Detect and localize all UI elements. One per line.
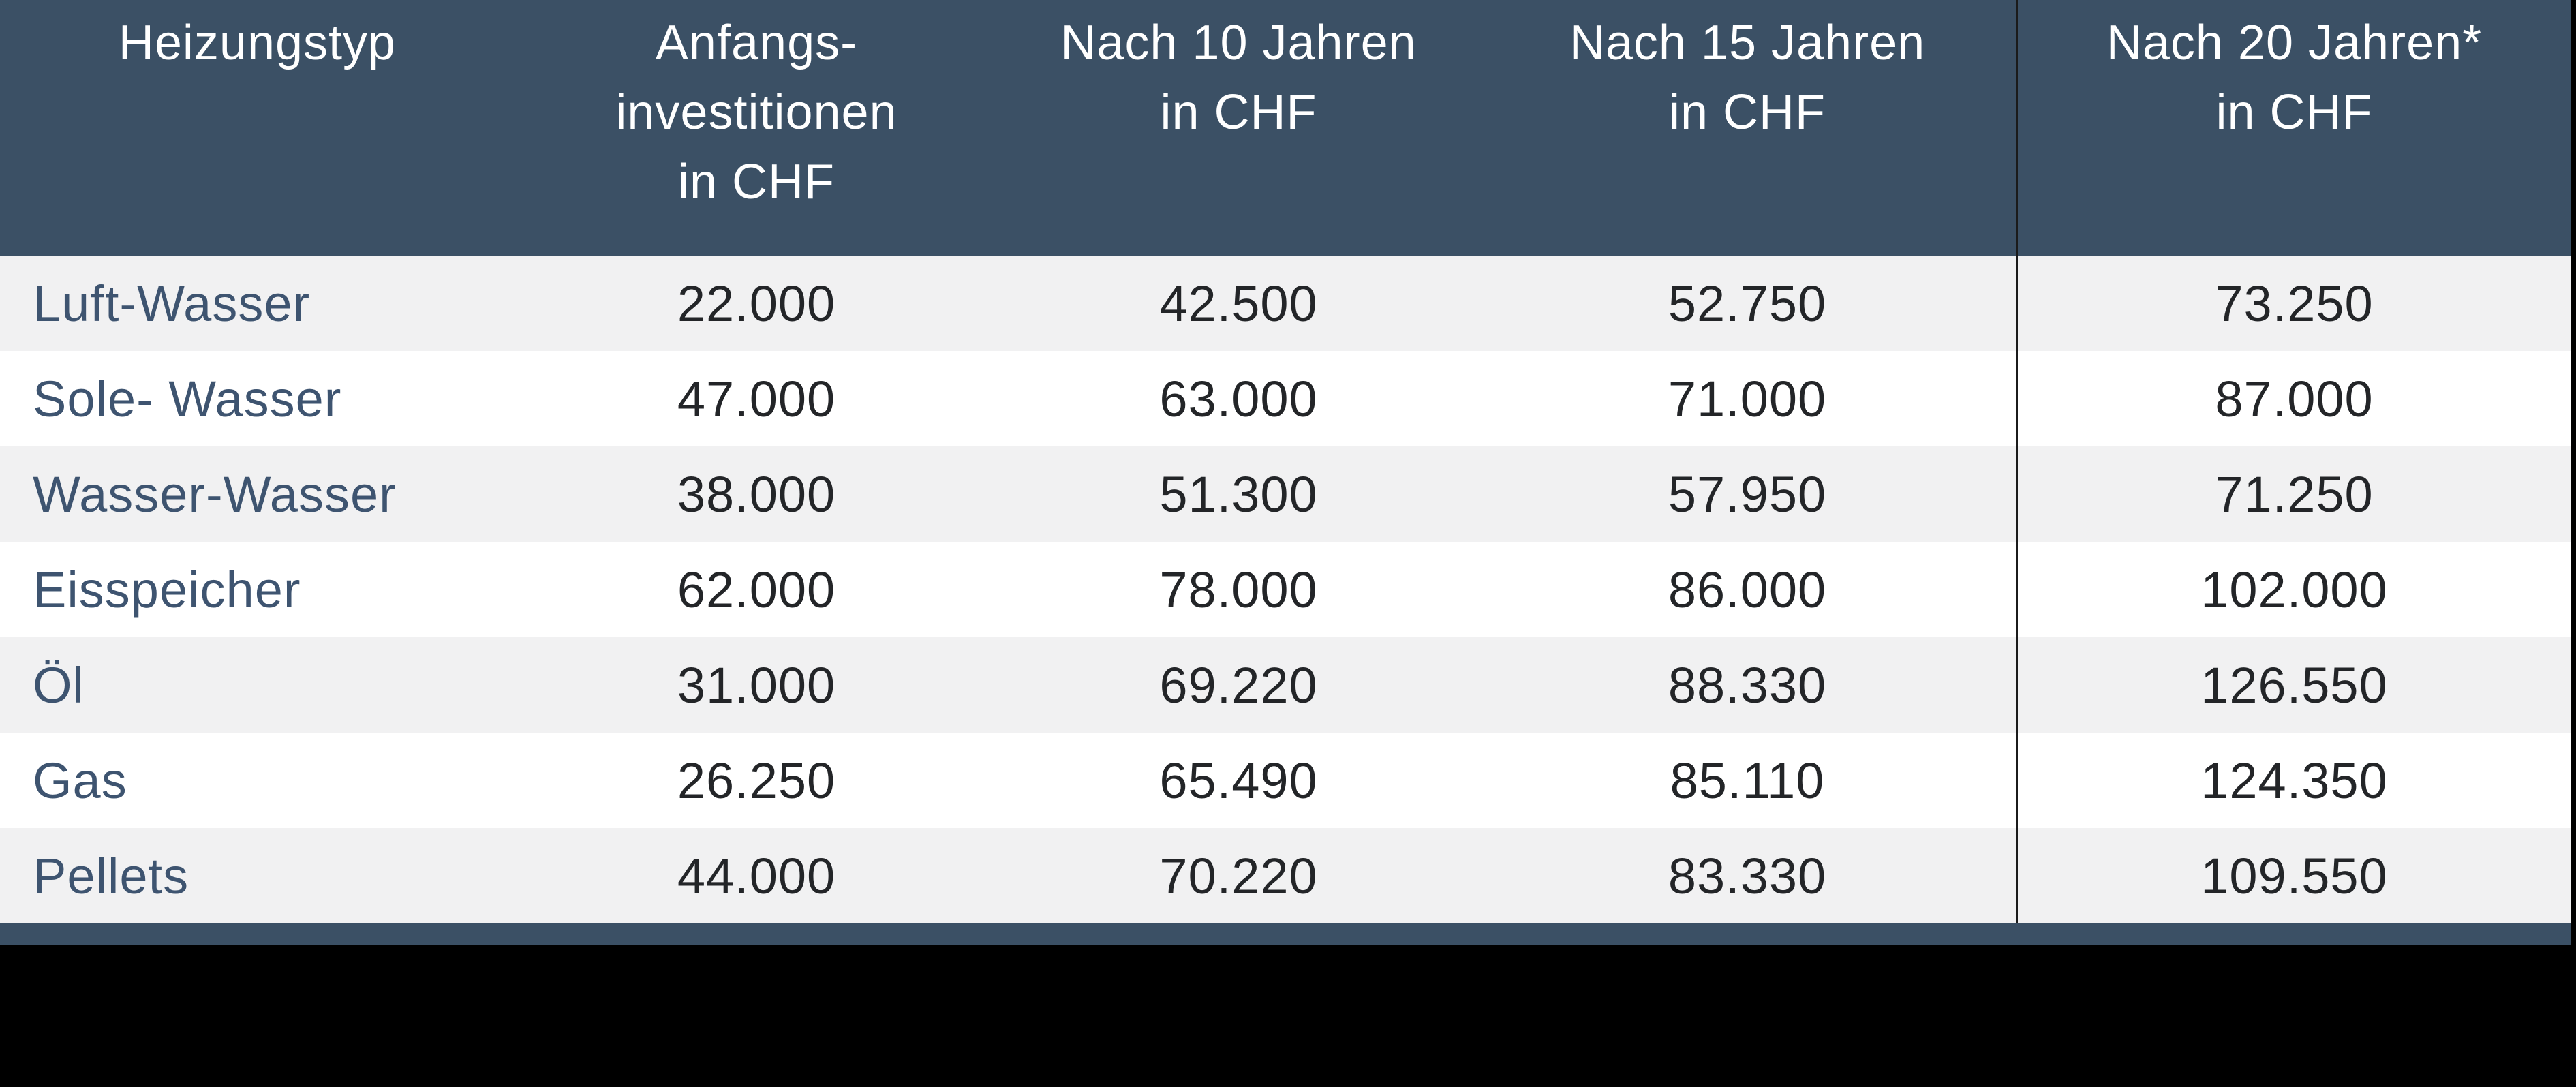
value-cell: 126.550 [2016,637,2571,733]
value-cell: 22.000 [677,275,836,332]
table-header-row: Heizungstyp Anfangs- investitionen in CH… [0,0,2571,256]
value-cell: 44.000 [677,847,836,904]
table-bottom-border [0,923,2571,945]
value-cell: 69.220 [1159,656,1318,714]
header-line: Nach 15 Jahren [1569,16,1926,70]
value-cell: 86.000 [1668,561,1827,618]
value-cell: 26.250 [677,752,836,809]
header-cell-nach-20-jahren: Nach 20 Jahren* in CHF [2016,0,2571,256]
row-label-cell: Öl [33,656,85,714]
header-line: in CHF [1160,85,1317,140]
header-line: in CHF [677,155,835,209]
table-row-luft-wasser: Luft-Wasser 22.000 42.500 52.750 73.250 [0,256,2571,351]
table-row-wasser-wasser: Wasser-Wasser 38.000 51.300 57.950 71.25… [0,446,2571,542]
value-cell: 57.950 [1668,465,1827,523]
header-line: Heizungstyp [118,16,397,70]
value-cell: 38.000 [677,465,836,523]
value-cell: 85.110 [1670,752,1825,809]
header-line: in CHF [1668,85,1826,140]
value-cell: 73.250 [2016,256,2571,351]
heating-cost-table: Heizungstyp Anfangs- investitionen in CH… [0,0,2571,945]
value-cell: 42.500 [1159,275,1318,332]
header-cell-anfangsinvestitionen: Anfangs- investitionen in CHF [515,0,998,256]
value-cell: 51.300 [1159,465,1318,523]
header-line: investitionen [615,85,898,140]
value-cell: 62.000 [677,561,836,618]
row-label-cell: Gas [33,752,127,809]
table-row-pellets: Pellets 44.000 70.220 83.330 109.550 [0,828,2571,923]
table-row-gas: Gas 26.250 65.490 85.110 124.350 [0,733,2571,828]
value-cell: 63.000 [1159,370,1318,427]
row-label-cell: Sole- Wasser [33,370,342,427]
header-line: Anfangs- [655,16,858,70]
value-cell: 109.550 [2016,828,2571,923]
value-cell: 71.000 [1668,370,1827,427]
value-cell: 65.490 [1159,752,1318,809]
header-cell-nach-10-jahren: Nach 10 Jahren in CHF [998,0,1479,256]
value-cell: 70.220 [1159,847,1318,904]
value-cell: 31.000 [677,656,836,714]
value-cell: 78.000 [1159,561,1318,618]
value-cell: 71.250 [2016,446,2571,542]
value-cell: 52.750 [1668,275,1827,332]
value-cell: 83.330 [1668,847,1827,904]
row-label-cell: Eisspeicher [33,561,301,618]
header-cell-heizungstyp: Heizungstyp [0,0,515,256]
header-line: in CHF [2215,85,2373,140]
value-cell: 102.000 [2016,542,2571,637]
row-label-cell: Luft-Wasser [33,275,311,332]
value-cell: 124.350 [2016,733,2571,828]
header-cell-nach-15-jahren: Nach 15 Jahren in CHF [1479,0,2016,256]
table-row-oel: Öl 31.000 69.220 88.330 126.550 [0,637,2571,733]
header-line: Nach 10 Jahren [1060,16,1417,70]
value-cell: 88.330 [1668,656,1827,714]
row-label-cell: Pellets [33,847,189,904]
value-cell: 87.000 [2016,351,2571,446]
header-line: Nach 20 Jahren* [2106,16,2483,70]
table-row-eisspeicher: Eisspeicher 62.000 78.000 86.000 102.000 [0,542,2571,637]
value-cell: 47.000 [677,370,836,427]
table-row-sole-wasser: Sole- Wasser 47.000 63.000 71.000 87.000 [0,351,2571,446]
row-label-cell: Wasser-Wasser [33,465,397,523]
